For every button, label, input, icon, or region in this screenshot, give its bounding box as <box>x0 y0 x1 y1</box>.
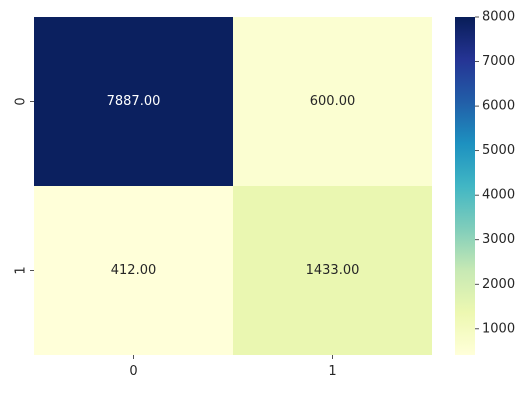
heatmap-cell-0-1 <box>233 17 432 186</box>
cell-label-1-0: 412.00 <box>111 263 157 278</box>
colorbar-tick-label-4: 5000 <box>482 143 515 158</box>
colorbar-tick-label-1: 2000 <box>482 277 515 292</box>
colorbar-tick-label-7: 8000 <box>482 10 515 25</box>
heatmap-cells: 7887.00 600.00 412.00 1433.00 <box>34 17 432 355</box>
colorbar-tick-label-0: 1000 <box>482 321 515 336</box>
colorbar-axis: 1000 2000 3000 4000 5000 6000 7000 8000 <box>475 10 515 336</box>
colorbar-tick-label-6: 7000 <box>482 54 515 69</box>
x-tick-label-1: 1 <box>328 364 336 379</box>
colorbar-tick-label-2: 3000 <box>482 232 515 247</box>
cell-label-0-0: 7887.00 <box>107 94 161 109</box>
heatmap-cell-1-0 <box>34 186 233 355</box>
colorbar-tick-label-5: 6000 <box>482 99 515 114</box>
y-tick-label-1: 1 <box>14 266 29 274</box>
y-tick-label-0: 0 <box>14 97 29 105</box>
heatmap-cell-0-0 <box>34 17 233 186</box>
x-tick-label-0: 0 <box>129 364 137 379</box>
cell-label-0-1: 600.00 <box>310 94 356 109</box>
colorbar <box>455 17 475 355</box>
cell-label-1-1: 1433.00 <box>306 263 360 278</box>
y-axis: 01 <box>14 97 34 275</box>
colorbar-tick-label-3: 4000 <box>482 188 515 203</box>
heatmap-cell-1-1 <box>233 186 432 355</box>
